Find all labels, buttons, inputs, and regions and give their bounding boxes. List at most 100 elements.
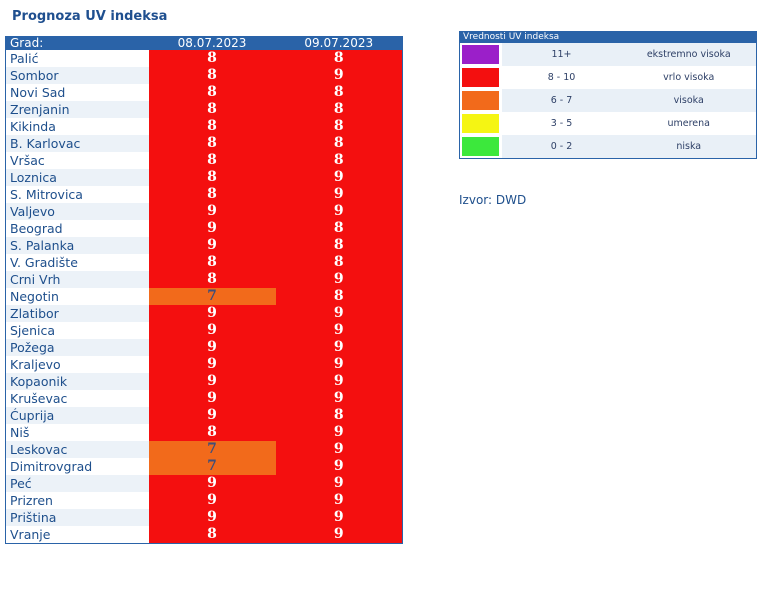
legend-range: 0 - 2 xyxy=(501,135,622,159)
uv-value-day1: 9 xyxy=(148,356,276,373)
legend-swatch-cell xyxy=(460,112,502,135)
uv-value-day2: 9 xyxy=(275,441,403,458)
table-row: Zlatibor 9 9 xyxy=(5,305,403,322)
uv-value-day2: 8 xyxy=(275,220,403,237)
uv-value-day2: 8 xyxy=(275,254,403,271)
source-credit: Izvor: DWD xyxy=(459,193,527,207)
uv-value-day2: 9 xyxy=(275,67,403,84)
uv-value-day1: 9 xyxy=(148,237,276,254)
table-row: Novi Sad 8 8 xyxy=(5,84,403,101)
city-name: Valjevo xyxy=(5,203,149,220)
uv-value-day2: 9 xyxy=(275,203,403,220)
page-title: Prognoza UV indeksa xyxy=(12,9,168,24)
city-name: Vranje xyxy=(5,526,149,544)
legend-title: Vrednosti UV indeksa xyxy=(459,31,757,43)
legend-range: 3 - 5 xyxy=(501,112,622,135)
legend-item: 11+ ekstremno visoka xyxy=(460,43,757,66)
uv-value-day1: 9 xyxy=(148,322,276,339)
city-name: Niš xyxy=(5,424,149,441)
uv-value-day2: 9 xyxy=(275,271,403,288)
column-header-day1: 08.07.2023 xyxy=(148,36,276,50)
city-name: Vršac xyxy=(5,152,149,169)
table-row: Leskovac 7 9 xyxy=(5,441,403,458)
uv-value-day2: 9 xyxy=(275,458,403,475)
legend-item: 3 - 5 umerena xyxy=(460,112,757,135)
legend-swatch-cell xyxy=(460,135,502,159)
city-name: Sombor xyxy=(5,67,149,84)
uv-value-day1: 9 xyxy=(148,475,276,492)
city-name: Ćuprija xyxy=(5,407,149,424)
city-name: B. Karlovac xyxy=(5,135,149,152)
uv-value-day1: 8 xyxy=(148,50,276,67)
uv-legend: Vrednosti UV indeksa 11+ ekstremno visoka… xyxy=(459,31,757,159)
table-row: Negotin 7 8 xyxy=(5,288,403,305)
table-row: Požega 9 9 xyxy=(5,339,403,356)
uv-value-day2: 8 xyxy=(275,50,403,67)
table-row: Sombor 8 9 xyxy=(5,67,403,84)
uv-value-day2: 9 xyxy=(275,373,403,390)
city-name: Dimitrovgrad xyxy=(5,458,149,475)
table-row: Sjenica 9 9 xyxy=(5,322,403,339)
city-name: Zrenjanin xyxy=(5,101,149,118)
uv-value-day1: 9 xyxy=(148,220,276,237)
uv-value-day2: 8 xyxy=(275,237,403,254)
uv-forecast-table: Grad: 08.07.2023 09.07.2023 Palić 8 8 Sombo… xyxy=(5,36,403,544)
legend-range: 8 - 10 xyxy=(501,66,622,89)
table-row: Zrenjanin 8 8 xyxy=(5,101,403,118)
city-name: Prizren xyxy=(5,492,149,509)
legend-label: ekstremno visoka xyxy=(621,43,757,66)
table-row: Kopaonik 9 9 xyxy=(5,373,403,390)
uv-value-day1: 8 xyxy=(148,424,276,441)
uv-value-day2: 8 xyxy=(275,407,403,424)
city-name: Zlatibor xyxy=(5,305,149,322)
table-body: Palić 8 8 Sombor 8 9 Novi Sad 8 8 Zrenjanin 8 8 Kiki… xyxy=(5,50,403,544)
city-name: Kruševac xyxy=(5,390,149,407)
table-row: Palić 8 8 xyxy=(5,50,403,67)
table-row: Prizren 9 9 xyxy=(5,492,403,509)
table-row: Loznica 8 9 xyxy=(5,169,403,186)
uv-value-day1: 8 xyxy=(148,271,276,288)
legend-item: 0 - 2 niska xyxy=(460,135,757,159)
city-name: S. Mitrovica xyxy=(5,186,149,203)
uv-value-day2: 9 xyxy=(275,492,403,509)
uv-value-day2: 9 xyxy=(275,356,403,373)
uv-value-day2: 8 xyxy=(275,118,403,135)
uv-value-day2: 8 xyxy=(275,101,403,118)
city-name: V. Gradište xyxy=(5,254,149,271)
city-name: Negotin xyxy=(5,288,149,305)
legend-swatch-cell xyxy=(460,43,502,66)
uv-value-day2: 9 xyxy=(275,186,403,203)
uv-value-day1: 7 xyxy=(148,288,276,305)
legend-item: 8 - 10 vrlo visoka xyxy=(460,66,757,89)
city-name: Priština xyxy=(5,509,149,526)
table-row: Priština 9 9 xyxy=(5,509,403,526)
legend-label: vrlo visoka xyxy=(621,66,757,89)
table-row: Kruševac 9 9 xyxy=(5,390,403,407)
city-name: Požega xyxy=(5,339,149,356)
uv-value-day1: 9 xyxy=(148,305,276,322)
table-row: Valjevo 9 9 xyxy=(5,203,403,220)
uv-value-day1: 8 xyxy=(148,67,276,84)
uv-value-day1: 8 xyxy=(148,152,276,169)
uv-value-day2: 9 xyxy=(275,424,403,441)
uv-value-day1: 9 xyxy=(148,390,276,407)
city-name: Beograd xyxy=(5,220,149,237)
table-header-row: Grad: 08.07.2023 09.07.2023 xyxy=(5,36,403,50)
legend-range: 6 - 7 xyxy=(501,89,622,112)
table-row: Peć 9 9 xyxy=(5,475,403,492)
city-name: Sjenica xyxy=(5,322,149,339)
table-row: V. Gradište 8 8 xyxy=(5,254,403,271)
table-row: Kikinda 8 8 xyxy=(5,118,403,135)
city-name: Loznica xyxy=(5,169,149,186)
city-name: Crni Vrh xyxy=(5,271,149,288)
uv-value-day1: 9 xyxy=(148,339,276,356)
uv-value-day1: 8 xyxy=(148,254,276,271)
uv-value-day1: 7 xyxy=(148,458,276,475)
uv-value-day2: 9 xyxy=(275,509,403,526)
uv-value-day2: 8 xyxy=(275,135,403,152)
uv-value-day1: 8 xyxy=(148,169,276,186)
legend-label: niska xyxy=(621,135,757,159)
city-name: S. Palanka xyxy=(5,237,149,254)
table-row: Dimitrovgrad 7 9 xyxy=(5,458,403,475)
uv-value-day1: 8 xyxy=(148,526,276,544)
